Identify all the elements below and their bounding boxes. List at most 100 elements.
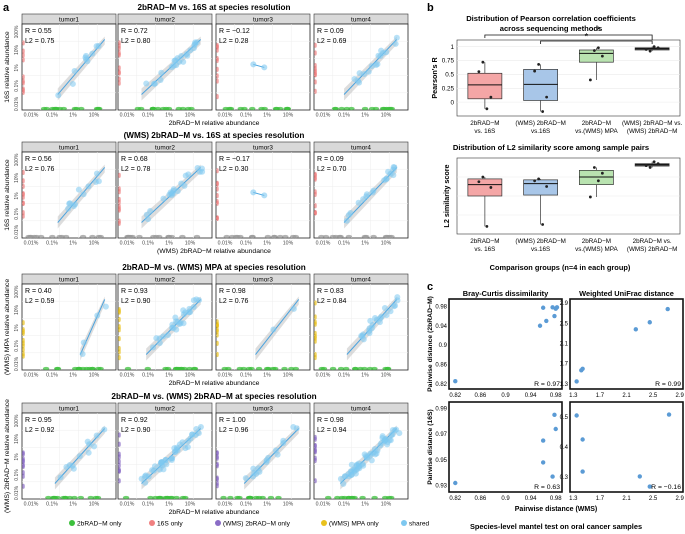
point-only-y bbox=[314, 478, 317, 484]
x-tick-label: 1% bbox=[69, 502, 77, 508]
box bbox=[467, 72, 503, 100]
point-shared bbox=[169, 455, 176, 462]
facet-name: tumor1 bbox=[59, 17, 79, 24]
x-tick-label: 0.01% bbox=[316, 113, 331, 119]
point-only-y bbox=[216, 340, 219, 346]
point-only-x bbox=[185, 106, 192, 111]
x-tick-label: 10% bbox=[185, 241, 196, 247]
point-only-x bbox=[89, 234, 96, 239]
row-title: 2bRAD−M vs. 16S at species resolution bbox=[137, 3, 290, 12]
point-shared bbox=[80, 191, 87, 198]
scatter-point bbox=[540, 438, 546, 443]
x-tick-label: 0.01% bbox=[120, 113, 135, 119]
point-shared bbox=[85, 449, 92, 456]
point-only-y bbox=[118, 43, 121, 49]
point-only-x bbox=[351, 495, 358, 500]
y-tick-label: 0.98 bbox=[435, 304, 447, 310]
significance-star: * bbox=[597, 25, 601, 35]
scatter-point bbox=[647, 320, 652, 325]
point-shared bbox=[392, 40, 399, 47]
point-only-x bbox=[246, 495, 254, 500]
point-shared bbox=[69, 462, 76, 469]
point-shared bbox=[166, 191, 173, 198]
point-only-x bbox=[366, 366, 374, 371]
x-tick-label: 0.82 bbox=[449, 496, 461, 502]
point-only-y bbox=[22, 74, 25, 80]
data-point bbox=[481, 175, 485, 179]
group-label: (WMS) 2bRAD−M bbox=[515, 238, 566, 245]
point-shared bbox=[184, 443, 191, 450]
point-only-y bbox=[314, 319, 317, 325]
scatter-point bbox=[580, 469, 585, 474]
stat-R: R = −0.16 bbox=[651, 484, 681, 491]
point-shared bbox=[80, 339, 87, 346]
point-shared bbox=[65, 205, 72, 212]
point-only-y bbox=[216, 193, 219, 199]
point-shared bbox=[101, 426, 108, 433]
point-only-x bbox=[226, 106, 233, 111]
stat-R: R = 0.63 bbox=[534, 484, 560, 491]
point-only-x bbox=[89, 366, 96, 371]
point-shared bbox=[389, 166, 396, 173]
y-tick-label: 0.99 bbox=[435, 406, 447, 412]
point-only-x bbox=[259, 495, 266, 500]
facet-name: tumor1 bbox=[59, 406, 79, 413]
x-tick-label: 0.01% bbox=[218, 241, 233, 247]
x-tick-label: 0.01% bbox=[316, 373, 331, 379]
point-only-y bbox=[22, 320, 25, 326]
point-shared bbox=[280, 437, 287, 444]
point-shared bbox=[76, 453, 83, 460]
point-shared bbox=[160, 195, 167, 202]
point-shared bbox=[102, 303, 109, 310]
point-only-y bbox=[118, 355, 121, 361]
scatter-point bbox=[540, 305, 546, 310]
x-tick-label: 10% bbox=[89, 502, 100, 508]
point-only-x bbox=[248, 366, 255, 371]
point-shared bbox=[150, 344, 157, 351]
scatter-plot-area bbox=[448, 401, 563, 493]
panel-letter-a: a bbox=[3, 2, 10, 14]
point-only-y bbox=[216, 181, 219, 187]
point-only-x bbox=[165, 234, 172, 239]
point-only-x bbox=[190, 366, 198, 371]
point-only-x bbox=[275, 495, 282, 500]
x-tick-label: 0.86 bbox=[475, 496, 487, 502]
x-tick-label: 0.1% bbox=[338, 373, 350, 379]
x-tick-label: 10% bbox=[89, 241, 100, 247]
data-point bbox=[485, 225, 489, 228]
stat-R: R = 0.09 bbox=[317, 28, 344, 35]
point-only-x bbox=[329, 234, 337, 239]
data-point bbox=[644, 48, 648, 51]
point-only-y bbox=[314, 335, 317, 341]
facet-plot-area bbox=[313, 412, 409, 500]
scatter-point bbox=[666, 412, 672, 417]
scatter-point bbox=[580, 366, 585, 371]
facet-name: tumor4 bbox=[351, 406, 371, 413]
point-only-y bbox=[118, 196, 121, 203]
point-only-y bbox=[22, 210, 25, 216]
stat-L2: L2 = 0.92 bbox=[25, 427, 54, 434]
point-only-y bbox=[216, 450, 219, 456]
point-shared bbox=[374, 61, 381, 68]
stat-R: R = 0.98 bbox=[317, 417, 344, 424]
data-point bbox=[656, 162, 660, 166]
point-shared bbox=[149, 467, 156, 474]
x-tick-label: 10% bbox=[185, 502, 196, 508]
point-only-y bbox=[118, 345, 121, 352]
significance-star: * bbox=[585, 32, 589, 42]
point-shared bbox=[93, 170, 100, 177]
x-tick-label: 1% bbox=[69, 113, 77, 119]
y-tick-label: 0.1% bbox=[14, 80, 20, 92]
x-tick-label: 0.1% bbox=[142, 502, 154, 508]
y-tick-label: 0.01% bbox=[14, 356, 20, 371]
x-tick-label: 0.01% bbox=[24, 241, 39, 247]
point-only-x bbox=[193, 234, 201, 239]
data-point bbox=[481, 60, 485, 64]
x-tick-label: 2.9 bbox=[676, 393, 685, 399]
x-axis-label: (WMS) 2bRAD−M relative abundance bbox=[157, 248, 271, 255]
point-only-x bbox=[37, 234, 45, 239]
point-shared bbox=[179, 439, 186, 446]
stat-R: R = 0.56 bbox=[25, 156, 52, 163]
y-tick-label: 0.01% bbox=[14, 485, 20, 500]
group-label: 2bRAD−M vs. bbox=[633, 238, 672, 245]
